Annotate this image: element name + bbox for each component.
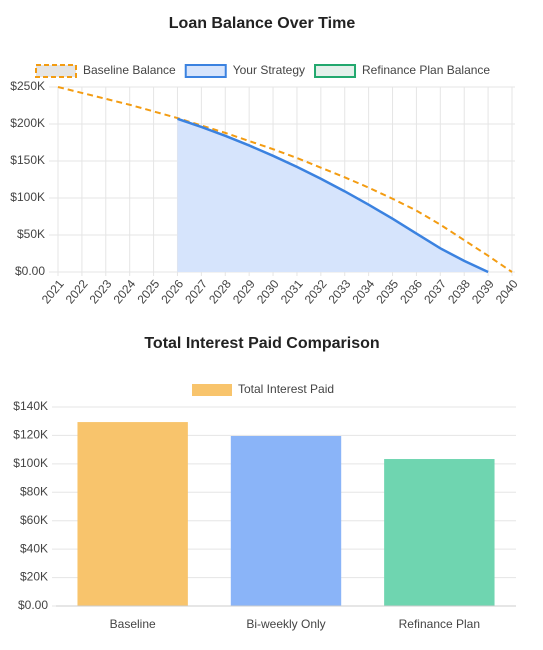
y-tick-label: $250K [10,79,45,93]
x-tick-label: 2040 [493,277,521,307]
y-tick-label: $100K [10,190,45,204]
legend-label: Your Strategy [233,63,305,77]
y-tick-label: $150K [10,153,45,167]
y-tick-label: $80K [20,484,48,498]
x-tick-label: Bi-weekly Only [246,617,325,631]
legend-label: Baseline Balance [83,63,176,77]
x-tick-label: Refinance Plan [399,617,480,631]
x-tick-label: 2022 [63,277,91,307]
legend-swatch [314,64,357,78]
x-tick-label: 2038 [445,277,473,307]
y-tick-label: $120K [13,428,48,442]
bar [230,435,342,606]
y-tick-label: $50K [17,227,45,241]
x-tick-label: 2032 [302,277,330,307]
y-tick-label: $0.00 [18,598,48,612]
y-tick-label: $40K [20,541,48,555]
area [177,118,489,272]
legend-label: Refinance Plan Balance [362,63,490,77]
line [177,117,489,274]
x-tick-label: 2035 [373,277,401,307]
x-tick-label: 2027 [182,277,210,307]
x-tick-label: 2037 [421,277,449,307]
chart-title: Loan Balance Over Time [169,15,356,32]
legend-swatch [192,384,232,396]
legend-swatch [184,64,227,78]
x-tick-label: 2039 [469,277,497,307]
bar [77,422,188,606]
x-tick-label: 2021 [39,277,67,307]
y-tick-label: $100K [13,456,48,470]
y-tick-label: $200K [10,116,45,130]
y-tick-label: $140K [13,399,48,413]
y-tick-label: $0.00 [15,264,45,278]
x-tick-label: 2023 [87,277,115,307]
x-tick-label: 2025 [134,277,162,307]
chart-title: Total Interest Paid Comparison [144,335,379,352]
x-tick-label: 2024 [111,277,139,307]
x-tick-label: 2026 [158,277,186,307]
bar [384,459,495,606]
legend-label: Total Interest Paid [238,382,334,396]
x-tick-label: 2034 [349,277,377,307]
x-tick-label: 2030 [254,277,282,307]
x-tick-label: 2036 [397,277,425,307]
x-tick-label: Baseline [110,617,156,631]
y-tick-label: $20K [20,570,48,584]
x-tick-label: 2031 [278,277,306,307]
y-tick-label: $60K [20,513,48,527]
x-tick-label: 2033 [326,277,354,307]
line [57,86,513,273]
x-tick-label: 2029 [230,277,258,307]
legend-swatch [35,64,77,78]
x-tick-label: 2028 [206,277,234,307]
